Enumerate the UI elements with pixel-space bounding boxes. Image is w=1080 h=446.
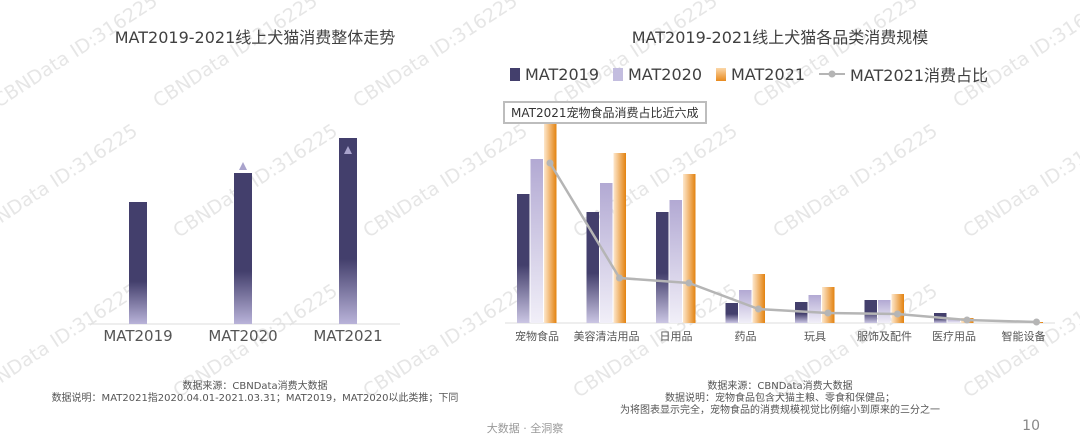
legend-line-icon	[819, 70, 845, 78]
bar-MAT2021	[891, 294, 904, 323]
share-point	[616, 274, 623, 282]
left-chart-title: MAT2019-2021线上犬猫消费整体走势	[114, 28, 396, 47]
legend-item-mat2020: MAT2020	[613, 65, 702, 84]
x-tick-label: MAT2021	[313, 327, 382, 345]
bar-MAT2021	[339, 138, 357, 324]
bar-MAT2020	[739, 290, 752, 323]
legend: MAT2019 MAT2020 MAT2021 MAT2021消费占比	[510, 62, 988, 86]
x-tick-label: 宠物食品	[515, 329, 559, 343]
bar-MAT2020	[530, 159, 543, 323]
bar-MAT2019	[517, 194, 530, 323]
left-notes: 数据来源：CBNData消费大数据 数据说明：MAT2021指2020.04.0…	[52, 381, 459, 405]
bar-MAT2021	[613, 153, 626, 323]
legend-item-share: MAT2021消费占比	[819, 62, 988, 86]
bar-MAT2019	[725, 303, 738, 323]
legend-swatch	[510, 67, 520, 81]
growth-triangle-icon	[239, 162, 247, 170]
bar-MAT2019	[864, 300, 877, 323]
x-tick-label: 日用品	[660, 330, 693, 343]
legend-item-mat2021: MAT2021	[716, 65, 805, 84]
legend-label: MAT2020	[628, 64, 702, 84]
bar-MAT2021	[544, 118, 557, 323]
bar-MAT2020	[808, 295, 821, 323]
annotation-box: MAT2021宠物食品消费占比近六成	[503, 101, 707, 124]
share-point	[894, 310, 901, 318]
bar-MAT2019	[129, 202, 147, 324]
growth-triangle-icon	[344, 146, 352, 154]
legend-swatch	[613, 67, 623, 81]
x-tick-label: 医疗用品	[932, 329, 976, 343]
data-source: 数据来源：CBNData消费大数据	[707, 381, 853, 392]
share-line	[548, 162, 1037, 324]
bar-MAT2020	[878, 300, 891, 323]
right-chart-title: MAT2019-2021线上犬猫各品类消费规模	[631, 28, 929, 47]
x-tick-label: MAT2020	[208, 327, 277, 345]
bar-MAT2021	[822, 287, 835, 323]
x-tick-label: 药品	[735, 330, 757, 343]
share-point	[755, 305, 762, 313]
bar-MAT2020	[600, 183, 613, 323]
legend-label: MAT2021消费占比	[850, 66, 989, 85]
share-point	[824, 309, 832, 317]
bar-MAT2021	[683, 174, 696, 323]
share-point	[685, 279, 693, 287]
legend-label: MAT2019	[525, 64, 599, 84]
x-tick-label: 玩具	[804, 330, 826, 343]
legend-swatch	[716, 67, 726, 81]
data-source: 数据来源：CBNData消费大数据	[182, 381, 328, 392]
data-description: 数据说明：MAT2021指2020.04.01-2021.03.31；MAT20…	[51, 393, 459, 404]
bar-MAT2020	[669, 200, 682, 323]
legend-label: MAT2021	[731, 64, 805, 84]
share-point	[1033, 318, 1040, 326]
share-point	[963, 316, 971, 324]
page-number: 10	[1022, 418, 1040, 434]
footer-slogan: 大数据 · 全洞察	[486, 422, 564, 435]
x-tick-label: 美容清洁用品	[574, 329, 640, 343]
scale-note: 为将图表显示完全，宠物食品的消费规模视觉比例缩小到原来的三分之一	[620, 405, 940, 416]
data-description: 数据说明：宠物食品包含犬猫主粮、零食和保健品；	[665, 393, 895, 404]
legend-item-mat2019: MAT2019	[510, 65, 599, 84]
bar-MAT2020	[234, 173, 252, 324]
x-tick-label: 服饰及配件	[857, 329, 912, 343]
x-tick-label: MAT2019	[103, 327, 172, 345]
x-tick-label: 智能设备	[1002, 329, 1046, 343]
bar-MAT2020	[947, 319, 960, 323]
bar-MAT2021	[752, 274, 765, 323]
share-point	[546, 159, 554, 167]
right-notes: 数据来源：CBNData消费大数据 数据说明：宠物食品包含犬猫主粮、零食和保健品…	[620, 381, 940, 417]
bar-MAT2019	[656, 212, 669, 323]
